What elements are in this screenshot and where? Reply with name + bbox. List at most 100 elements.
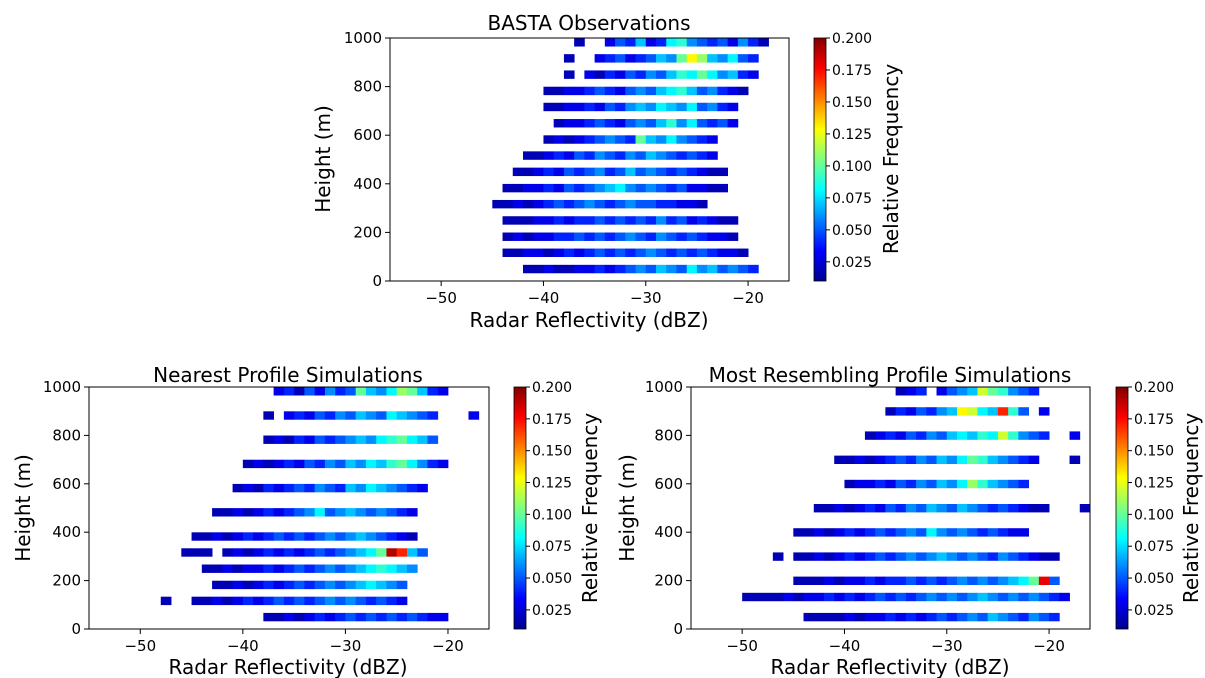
heatmap-cell (824, 504, 835, 513)
y-tick-label: 800 (353, 78, 382, 96)
heatmap-cell (232, 548, 244, 557)
colorbar-tick-label: 0.150 (832, 95, 872, 111)
heatmap-cell (824, 528, 835, 537)
heatmap-cell (737, 248, 749, 257)
heatmap-cell (304, 387, 316, 396)
heatmap-cell (406, 387, 418, 396)
heatmap-cell (523, 183, 534, 193)
heatmap-cell (635, 135, 647, 144)
heatmap-cell (263, 532, 275, 541)
heatmap-cell (543, 248, 555, 257)
heatmap-cell (406, 435, 418, 444)
heatmap-cell (1038, 431, 1050, 440)
heatmap-cell (212, 564, 223, 573)
heatmap-cell (864, 431, 876, 440)
heatmap-cell (604, 70, 616, 79)
heatmap-cell (304, 508, 316, 517)
heatmap-cell (926, 431, 937, 440)
heatmap-cell (232, 532, 244, 541)
heatmap-cell (656, 86, 667, 96)
heatmap-cell (253, 459, 264, 469)
heatmap-cell (232, 596, 244, 606)
heatmap-cell (1018, 552, 1030, 561)
heatmap-cell (335, 596, 346, 606)
heatmap-cell (283, 564, 295, 573)
heatmap-cell (854, 528, 866, 537)
heatmap-cell (666, 70, 677, 79)
colorbar-tick-label: 0.100 (1134, 507, 1174, 523)
heatmap-cell (645, 135, 657, 144)
heatmap-cell (864, 528, 876, 537)
heatmap-cell (1038, 504, 1050, 513)
heatmap-cell (885, 407, 897, 416)
heatmap-cell (635, 38, 647, 47)
heatmap-cell (563, 102, 575, 112)
heatmap-cell (314, 387, 326, 396)
heatmap-cell (335, 411, 346, 420)
heatmap-cell (916, 612, 927, 622)
heatmap-cell (584, 102, 596, 112)
heatmap-cell (625, 86, 636, 96)
heatmap-cell (625, 216, 636, 225)
heatmap-cell (676, 183, 688, 193)
heatmap-cell (594, 86, 606, 96)
heatmap-cell (594, 135, 606, 144)
x-tick-label: −40 (227, 637, 259, 655)
heatmap-cell (967, 407, 978, 416)
colorbar-tick-label: 0.150 (532, 444, 572, 460)
heatmap-cell (666, 248, 677, 257)
colorbar-tick-label: 0.200 (532, 380, 572, 396)
heatmap-cell (635, 248, 647, 257)
heatmap-cell (1018, 576, 1030, 585)
heatmap-cell (813, 528, 825, 537)
heatmap-cell (563, 86, 575, 96)
heatmap-cell (946, 528, 958, 537)
heatmap-cell (294, 564, 305, 573)
colorbar-tick-label: 0.100 (832, 159, 872, 175)
heatmap-cell (957, 552, 968, 561)
heatmap-cell (1028, 612, 1040, 622)
heatmap-cell (696, 38, 708, 47)
heatmap-cell (273, 548, 285, 557)
heatmap-cell (803, 592, 815, 602)
heatmap-cell (625, 167, 636, 177)
heatmap-cell (615, 135, 626, 144)
heatmap-cell (676, 54, 688, 63)
heatmap-cell (926, 455, 937, 464)
heatmap-cell (242, 596, 254, 606)
heatmap-cell (803, 612, 815, 622)
heatmap-cell (737, 70, 749, 79)
heatmap-cell (676, 70, 688, 79)
heatmap-cell (635, 54, 647, 63)
heatmap-cell (1049, 592, 1060, 602)
heatmap-cell (314, 532, 326, 541)
heatmap-cell (1028, 552, 1040, 561)
heatmap-cell (563, 248, 575, 257)
heatmap-cell (386, 483, 398, 493)
heatmap-cell (437, 387, 449, 396)
heatmap-cell (895, 612, 907, 622)
heatmap-cell (335, 508, 346, 517)
heatmap-cell (263, 435, 275, 444)
heatmap-cell (936, 431, 948, 440)
heatmap-cell (314, 564, 326, 573)
heatmap-cell (324, 459, 336, 469)
heatmap-cell (376, 548, 387, 557)
heatmap-cell (427, 435, 439, 444)
heatmap-cell (324, 580, 336, 590)
heatmap-cell (314, 435, 326, 444)
heatmap-cell (1018, 504, 1030, 513)
y-tick-label: 800 (654, 426, 683, 444)
heatmap-cell (615, 264, 626, 274)
heatmap-cell (977, 431, 989, 440)
heatmap-cell (396, 508, 408, 517)
heatmap-cell (875, 552, 886, 561)
chart-title: BASTA Observations (487, 11, 690, 35)
heatmap-cell (895, 552, 907, 561)
heatmap-cell (645, 70, 657, 79)
heatmap-cell (273, 435, 285, 444)
heatmap-cell (386, 532, 398, 541)
heatmap-cell (686, 70, 698, 79)
heatmap-cell (936, 387, 948, 396)
heatmap-cell (283, 483, 295, 493)
